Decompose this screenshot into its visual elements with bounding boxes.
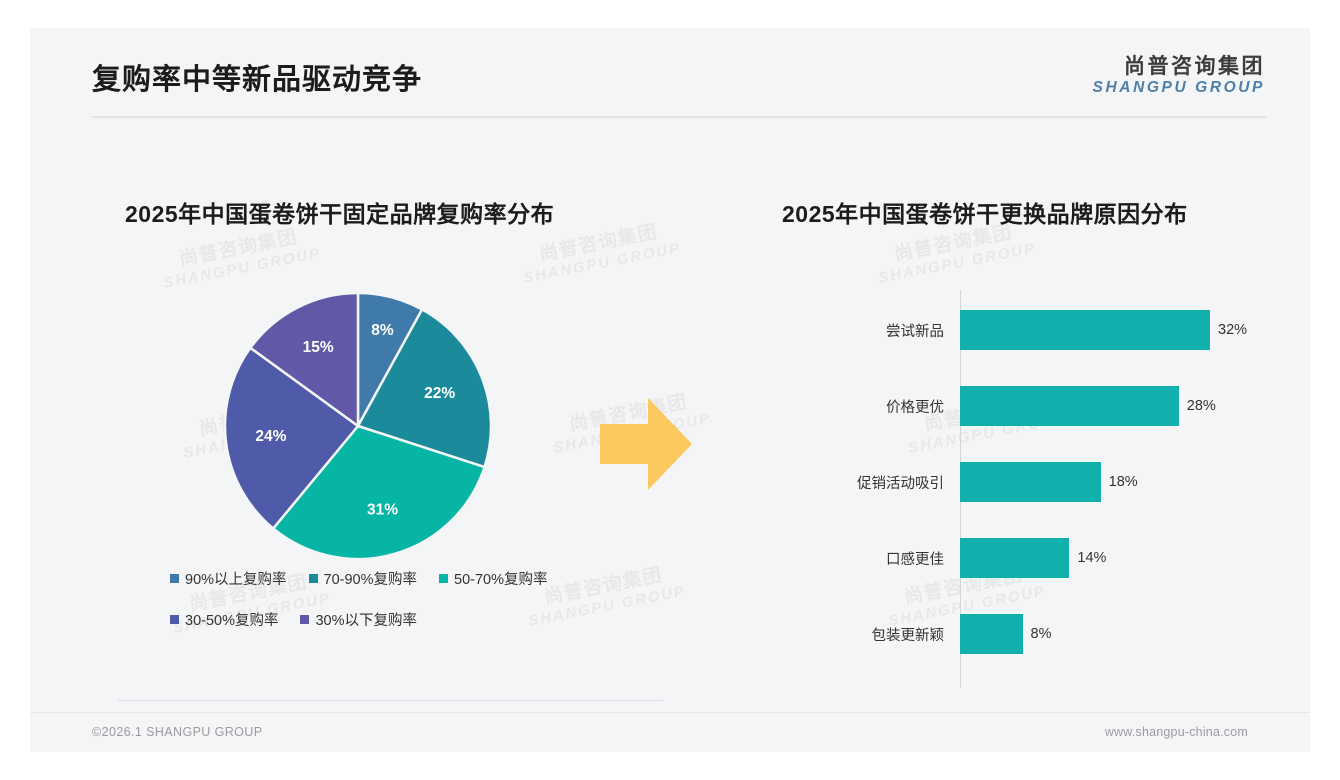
bar-category-label: 促销活动吸引 xyxy=(857,475,944,492)
bar-value-label: 32% xyxy=(1218,322,1248,338)
watermark-en: SHANGPU GROUP xyxy=(161,244,323,292)
legend-label: 30%以下复购率 xyxy=(315,613,418,629)
bar-fill xyxy=(960,538,1070,578)
legend-row-2: 30-50%复购率 30%以下复购率 xyxy=(170,609,590,630)
bar-chart-row: 价格更优 28% xyxy=(790,386,1270,426)
bar-chart-row: 尝试新品 32% xyxy=(790,310,1270,350)
bar-value-label: 14% xyxy=(1077,550,1107,566)
bar-chart-row: 口感更佳 14% xyxy=(790,538,1270,578)
bar-fill xyxy=(960,386,1179,426)
pie-slice-label: 24% xyxy=(255,428,286,445)
pie-chart-title: 2025年中国蛋卷饼干固定品牌复购率分布 xyxy=(125,201,555,227)
legend-item-1: 70-90%复购率 xyxy=(308,568,418,589)
legend-row-1: 90%以上复购率 70-90%复购率 50-70%复购率 xyxy=(170,568,590,589)
slide-header: 复购率中等新品驱动竞争 尚普咨询集团 SHANGPU GROUP xyxy=(30,28,1310,118)
bar-chart-title: 2025年中国蛋卷饼干更换品牌原因分布 xyxy=(782,201,1188,227)
pie-chart-legend: 90%以上复购率 70-90%复购率 50-70%复购率 30-50%复购率 3… xyxy=(170,568,590,650)
legend-swatch-icon xyxy=(170,615,179,624)
bar-chart: 尝试新品 32% 价格更优 28% 促销活动吸引 18% 口感更佳 14% 包装更新颖 8% xyxy=(790,290,1270,688)
slide-canvas: 尚普咨询集团 SHANGPU GROUP 尚普咨询集团 SHANGPU GROUP … xyxy=(30,28,1310,752)
logo-english: SHANGPU GROUP xyxy=(1092,79,1265,97)
watermark-en: SHANGPU GROUP xyxy=(521,239,683,287)
bar-category-label: 尝试新品 xyxy=(886,323,944,340)
pie-slice xyxy=(248,291,360,429)
header-divider xyxy=(92,116,1267,118)
watermark-en: SHANGPU GROUP xyxy=(876,239,1038,287)
legend-swatch-icon xyxy=(300,615,310,624)
pie-slice xyxy=(271,424,487,561)
bar-fill xyxy=(960,310,1210,350)
legend-label: 70-90%复购率 xyxy=(323,572,418,588)
pie-slice xyxy=(223,346,360,531)
footer-website: www.shangpu-china.com xyxy=(1104,725,1248,739)
bar-category-label: 价格更优 xyxy=(886,399,944,416)
legend-label: 90%以上复购率 xyxy=(185,572,287,588)
legend-item-0: 90%以上复购率 xyxy=(170,568,287,589)
bar-chart-row: 包装更新颖 8% xyxy=(790,614,1270,654)
pie-slice-label: 22% xyxy=(424,385,455,402)
legend-label: 30-50%复购率 xyxy=(185,613,279,629)
bar-value-label: 8% xyxy=(1030,626,1052,642)
bar-chart-row: 促销活动吸引 18% xyxy=(790,462,1270,502)
pie-slice xyxy=(356,307,493,469)
page-title: 复购率中等新品驱动竞争 xyxy=(92,64,423,96)
pie-chart-svg: 8% 22% 31% 24% 15% xyxy=(223,291,493,561)
right-arrow-icon xyxy=(600,396,692,497)
bar-fill xyxy=(960,614,1023,654)
watermark-cn: 尚普咨询集团 xyxy=(177,226,300,271)
bar-value-label: 18% xyxy=(1108,474,1138,490)
legend-swatch-icon xyxy=(308,574,318,583)
legend-label: 50-70%复购率 xyxy=(454,572,548,588)
legend-item-2: 50-70%复购率 xyxy=(439,568,548,589)
bar-fill xyxy=(960,462,1101,502)
brand-logo: 尚普咨询集团 SHANGPU GROUP xyxy=(1093,55,1265,98)
footnote-divider xyxy=(118,700,663,701)
legend-swatch-icon xyxy=(439,574,449,583)
logo-chinese: 尚普咨询集团 xyxy=(1124,55,1265,78)
pie-slice-label: 31% xyxy=(367,501,398,518)
bar-category-label: 包装更新颖 xyxy=(871,627,945,644)
pie-slice-label: 15% xyxy=(303,339,334,356)
legend-item-3: 30-50%复购率 xyxy=(170,609,278,630)
bar-value-label: 28% xyxy=(1186,398,1216,414)
legend-swatch-icon xyxy=(170,574,179,583)
slide-footer: ©2026.1 SHANGPU GROUP www.shangpu-china.… xyxy=(30,712,1310,752)
pie-chart: 8% 22% 31% 24% 15% xyxy=(223,291,493,561)
footer-copyright: ©2026.1 SHANGPU GROUP xyxy=(92,725,263,739)
legend-item-4: 30%以下复购率 xyxy=(300,609,417,630)
bar-category-label: 口感更佳 xyxy=(886,551,944,568)
pie-slice-label: 8% xyxy=(371,322,394,339)
